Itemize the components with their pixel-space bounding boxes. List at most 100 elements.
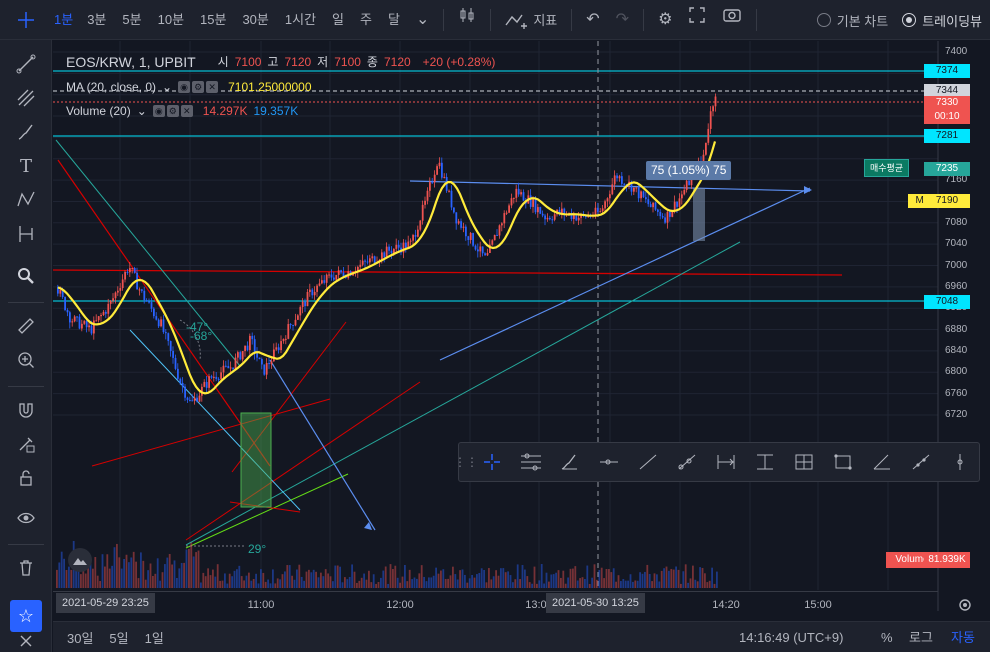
chart-type-radio[interactable]: 기본 차트 — [816, 11, 888, 30]
rectangle-tool-icon[interactable] — [823, 443, 862, 481]
candle-body — [652, 202, 654, 208]
brush-tool-icon[interactable] — [551, 443, 590, 481]
date-range-option[interactable]: 1일 — [144, 631, 164, 646]
candle-body — [707, 128, 710, 143]
date-range-option[interactable]: 5일 — [109, 631, 129, 646]
line-tool-icon[interactable] — [629, 443, 668, 481]
candle-body — [294, 319, 297, 326]
lock-icon[interactable] — [0, 462, 52, 494]
vertical-line-icon[interactable] — [940, 443, 979, 481]
eye-icon[interactable]: ◉ — [152, 105, 165, 117]
timeframe-option[interactable]: 3분 — [87, 11, 107, 27]
volume-bar — [118, 557, 121, 588]
crosshair-menu-icon[interactable] — [0, 0, 52, 40]
clock-display[interactable]: 14:16:49 (UTC+9) — [739, 630, 844, 645]
chevron-down-icon[interactable]: ⌄ — [162, 80, 173, 94]
date-range-option[interactable]: 30일 — [67, 631, 94, 646]
gear-icon[interactable]: ⚙ — [166, 105, 179, 117]
trash-icon[interactable] — [0, 552, 52, 584]
eye-icon[interactable]: ◉ — [178, 81, 191, 93]
percent-toggle[interactable]: % — [881, 630, 893, 645]
divider — [8, 544, 44, 545]
ma-controls[interactable]: ◉ ⚙ ✕ — [178, 81, 219, 93]
legend-volume-label[interactable]: Volume (20) — [66, 104, 131, 118]
zoom-in-icon[interactable] — [0, 344, 52, 376]
volume-bar — [315, 571, 317, 588]
candle-body — [83, 321, 86, 324]
volume-controls[interactable]: ◉ ⚙ ✕ — [152, 105, 193, 117]
timeframe-option[interactable]: 10분 — [157, 11, 185, 27]
pattern-icon[interactable] — [0, 184, 52, 216]
time-axis[interactable]: 11:00 12:00 13:00 14:20 15:00 — [53, 591, 938, 619]
collapse-icon[interactable] — [0, 630, 52, 652]
date-range-icon[interactable] — [707, 443, 746, 481]
candle-body — [510, 198, 513, 206]
volume-bar — [579, 578, 581, 588]
candle-body — [342, 272, 345, 277]
volume-bar — [591, 577, 593, 588]
timeframe-option[interactable]: 30분 — [242, 11, 269, 27]
candle-body — [297, 315, 299, 320]
legend-ma-label[interactable]: MA (20, close, 0) — [66, 80, 157, 94]
parallel-channel-icon[interactable] — [0, 82, 52, 114]
brush-icon[interactable] — [0, 116, 52, 148]
candle-body — [671, 211, 674, 217]
timeframe-option[interactable]: 1분 — [54, 11, 74, 27]
fullscreen-icon[interactable] — [680, 0, 714, 40]
drag-handle-icon[interactable]: ⋮⋮ — [454, 455, 478, 469]
volume-bar — [228, 573, 231, 588]
timeframe-option[interactable]: 5분 — [122, 11, 142, 27]
prediction-icon[interactable] — [0, 218, 52, 250]
volume-bar — [108, 568, 111, 588]
text-tool-icon[interactable]: T — [19, 155, 32, 177]
fib-tool-icon[interactable] — [512, 443, 551, 481]
volume-bar — [512, 582, 514, 588]
favorites-star-icon[interactable]: ☆ — [10, 600, 42, 632]
log-toggle[interactable]: 로그 — [909, 630, 933, 645]
volume-bar — [708, 580, 711, 588]
legend-close-value: 7120 — [383, 54, 411, 69]
price-range-icon[interactable] — [745, 443, 784, 481]
cloud-icon[interactable] — [68, 548, 92, 572]
undo-icon[interactable]: ↶ — [586, 10, 600, 28]
lock-drawing-icon[interactable] — [0, 428, 52, 460]
indicators-button[interactable]: 지표 — [497, 10, 565, 29]
close-icon[interactable]: ✕ — [206, 81, 219, 93]
timeframe-option[interactable]: 일 — [332, 11, 344, 27]
magnet-icon[interactable] — [0, 394, 52, 426]
gear-icon[interactable]: ⚙ — [192, 81, 205, 93]
zoom-search-icon[interactable] — [0, 260, 52, 292]
horizontal-ray-icon[interactable] — [590, 443, 629, 481]
timeframe-option[interactable]: 달 — [387, 11, 400, 27]
gear-icon[interactable]: ⚙ — [658, 10, 673, 28]
trend-angle-icon[interactable] — [901, 443, 940, 481]
ray-tool-icon[interactable] — [668, 443, 707, 481]
chevron-down-icon[interactable]: ⌄ — [415, 10, 430, 28]
volume-bar — [444, 578, 447, 588]
crosshair-tool-icon[interactable] — [473, 443, 512, 481]
date-range-list: 30일 5일 1일 — [67, 622, 164, 652]
timeframe-option[interactable]: 1시간 — [284, 11, 317, 27]
volume-bar — [459, 570, 461, 588]
angle-tool-icon[interactable] — [862, 443, 901, 481]
auto-toggle[interactable]: 자동 — [951, 630, 975, 645]
timeframe-option[interactable]: 15분 — [200, 11, 227, 27]
scale-settings-gear-icon[interactable] — [952, 593, 978, 617]
close-icon[interactable]: ✕ — [180, 105, 193, 117]
candle-chart-icon[interactable] — [450, 0, 484, 40]
redo-icon[interactable]: ↷ — [615, 10, 630, 28]
trend-line-icon[interactable] — [0, 48, 52, 80]
eye-icon[interactable] — [0, 502, 52, 534]
candle-body — [455, 212, 458, 224]
chevron-down-icon[interactable]: ⌄ — [136, 104, 147, 118]
volume-bar — [408, 569, 411, 588]
candle-body — [635, 187, 638, 189]
volume-bar — [212, 569, 214, 588]
date-price-range-icon[interactable] — [784, 443, 823, 481]
ruler-icon[interactable] — [0, 310, 52, 342]
legend-symbol[interactable]: EOS/KRW, 1, UPBIT — [66, 53, 196, 70]
timeframe-option[interactable]: 주 — [360, 11, 372, 27]
chart-type-radio[interactable]: 트레이딩뷰 — [902, 11, 982, 30]
camera-icon[interactable] — [714, 0, 750, 40]
volume-bar — [224, 573, 226, 588]
